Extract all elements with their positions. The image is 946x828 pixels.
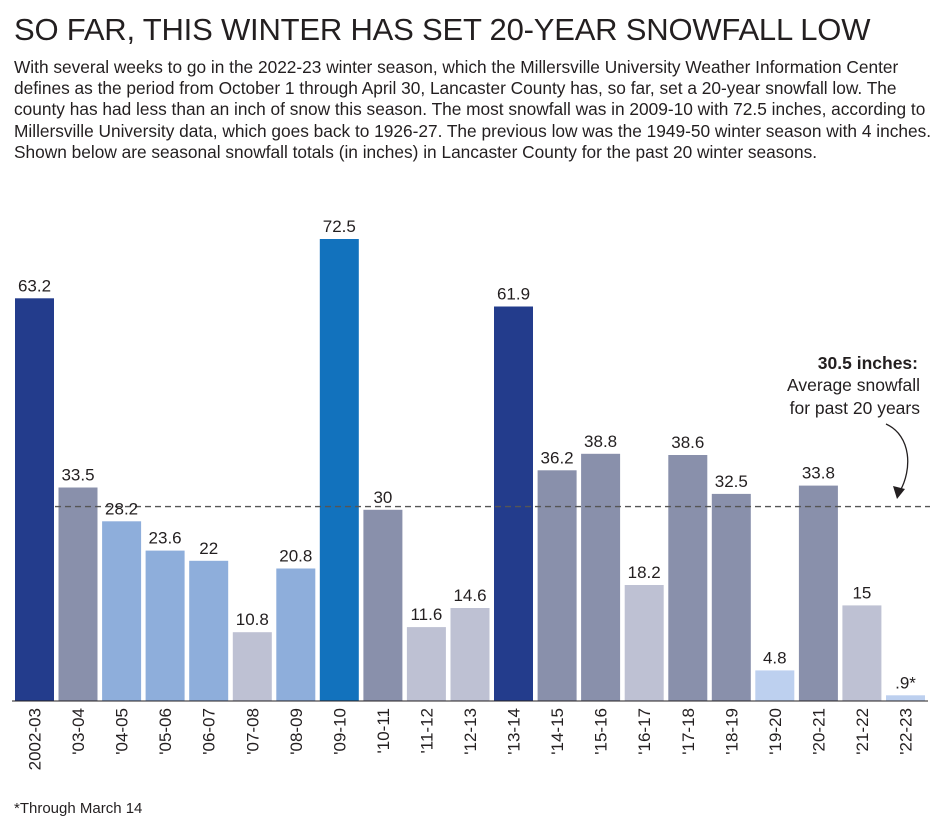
x-tick-label: '07-08 <box>243 708 262 755</box>
chart-title: SO FAR, THIS WINTER HAS SET 20-YEAR SNOW… <box>14 12 871 47</box>
bar-value-label: 33.5 <box>61 466 94 485</box>
bar-value-label: 32.5 <box>715 472 748 491</box>
value-labels-layer: 63.2 33.5 28.2 23.6 22 10.8 20.8 72.5 30 11.6 14.6… <box>18 217 916 692</box>
average-label-line2: for past 20 years <box>790 398 921 418</box>
x-tick-label: '14-15 <box>548 708 567 755</box>
x-tick-label: '10-11 <box>374 708 393 753</box>
bar-12 <box>494 306 533 701</box>
bar-value-label: 72.5 <box>323 217 356 236</box>
average-arrowhead <box>893 486 905 499</box>
bar-10 <box>406 627 446 701</box>
average-label-line1: Average snowfall <box>787 375 920 395</box>
x-tick-label: '04-05 <box>113 708 132 755</box>
average-line-layer: 30.5 inches:Average snowfall for past 20 … <box>12 353 930 702</box>
bar-5 <box>189 560 229 701</box>
x-tick-labels-layer: 2002-03 '03-04 '04-05 '05-06 '06-07 '07-08 '08… <box>26 708 916 770</box>
bar-value-label: 20.8 <box>279 547 312 566</box>
bar-4 <box>145 550 185 701</box>
bar-7 <box>276 568 316 701</box>
bar-value-label: 33.8 <box>802 464 835 483</box>
intro-paragraph: With several weeks to go in the 2022-23 … <box>14 57 932 162</box>
bar-2 <box>58 487 98 701</box>
bar-value-label: 4.8 <box>763 648 787 667</box>
bar-value-label: 14.6 <box>453 586 486 605</box>
average-arrow <box>885 423 909 492</box>
bar-value-label: 38.6 <box>671 433 704 452</box>
bar-value-label: 22 <box>199 539 218 558</box>
bar-3 <box>102 521 142 701</box>
bar-value-label: 38.8 <box>584 432 617 451</box>
bar-9 <box>363 509 403 701</box>
x-tick-label: '18-19 <box>722 708 741 755</box>
bar-1 <box>15 298 54 701</box>
x-tick-label: '22-23 <box>897 708 916 755</box>
bar-value-label: 23.6 <box>149 529 182 548</box>
average-label-value: 30.5 inches: <box>818 353 918 373</box>
x-tick-label: '08-09 <box>287 708 306 755</box>
snowfall-bar-chart: 30.5 inches:Average snowfall for past 20 … <box>12 217 930 770</box>
x-tick-label: '05-06 <box>156 708 175 755</box>
bar-15 <box>624 585 664 701</box>
x-tick-label: '11-12 <box>417 708 436 753</box>
x-tick-label: '15-16 <box>592 708 611 755</box>
bar-value-label: 36.2 <box>541 448 574 467</box>
bar-6 <box>232 632 272 701</box>
x-tick-label: '20-21 <box>809 708 828 755</box>
x-tick-label: '12-13 <box>461 708 480 755</box>
bar-17 <box>711 493 751 701</box>
footnote: *Through March 14 <box>14 800 143 817</box>
x-tick-label: '06-07 <box>200 708 219 755</box>
bar-value-label: .9* <box>895 673 916 692</box>
bar-8 <box>319 239 359 701</box>
bar-21 <box>886 695 925 701</box>
x-tick-label: '13-14 <box>505 708 524 755</box>
bar-18 <box>755 670 795 701</box>
bar-13 <box>537 470 577 701</box>
x-tick-label: '21-22 <box>853 708 872 755</box>
bar-value-label: 63.2 <box>18 276 51 295</box>
bar-11 <box>450 608 490 701</box>
bar-value-label: 61.9 <box>497 285 530 304</box>
x-tick-label: '03-04 <box>69 708 88 755</box>
bar-value-label: 15 <box>852 583 871 602</box>
x-tick-label: '19-20 <box>766 708 785 755</box>
bar-20 <box>842 605 882 701</box>
bar-16 <box>668 455 708 701</box>
bars-layer <box>15 239 925 701</box>
bar-value-label: 11.6 <box>410 605 442 624</box>
bar-value-label: 18.2 <box>628 563 661 582</box>
bar-14 <box>581 453 621 701</box>
bar-19 <box>798 485 838 701</box>
bar-value-label: 10.8 <box>236 610 269 629</box>
x-tick-label: '16-17 <box>635 708 654 755</box>
x-tick-label: '17-18 <box>679 708 698 755</box>
x-tick-label: '09-10 <box>330 708 349 755</box>
bar-value-label: 30 <box>373 488 392 507</box>
bar-value-label: 28.2 <box>105 499 138 518</box>
x-tick-label: 2002-03 <box>26 708 45 770</box>
